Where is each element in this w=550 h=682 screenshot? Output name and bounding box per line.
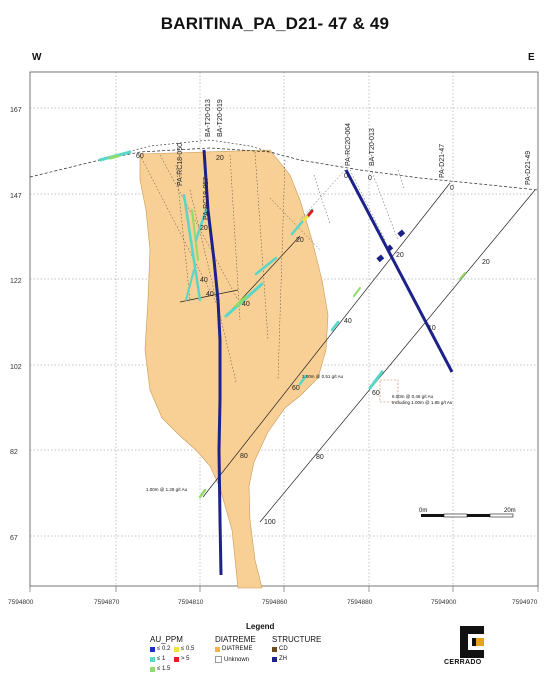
intercept-callout-box	[379, 379, 399, 403]
structure-zh-west	[202, 149, 223, 576]
faint-hole-traces	[139, 151, 405, 383]
hole-label: PA-RC18-057	[203, 177, 210, 220]
depth-label: 0	[450, 185, 454, 192]
legend-item: Unknown	[215, 656, 249, 663]
depth-label: 100	[264, 519, 276, 526]
hole-label: PA-D21-49	[525, 151, 532, 185]
legend-item: > 5	[174, 656, 190, 662]
legend-item: CD	[272, 646, 288, 652]
hole-label: PA-RC20-064	[345, 123, 352, 166]
easting-label: 7594880	[347, 599, 373, 606]
drill-hole-traces	[179, 182, 536, 523]
easting-label: 7594810	[178, 599, 204, 606]
scale-label-start: 0m	[419, 508, 427, 514]
hole-label: PA-RC18-050	[177, 143, 184, 186]
hole-label: BA-T20-013	[369, 128, 376, 166]
easting-ticks	[29, 586, 539, 592]
intercept-label: 6.00m @ 0.46 g/t Au	[392, 394, 434, 399]
structure-zh-east	[344, 169, 454, 373]
grid-horizontal	[30, 107, 538, 537]
depth-label: 80	[240, 453, 248, 460]
easting-label: 7594900	[431, 599, 457, 606]
scale-bar	[421, 513, 514, 518]
legend-item: ≤ 0.5	[174, 646, 194, 652]
legend-au-ppm-heading: AU_PPM	[150, 635, 183, 644]
depth-label: 40	[242, 301, 250, 308]
easting-label: 7594970	[512, 599, 538, 606]
depth-label: 40	[344, 318, 352, 325]
depth-label: 60	[136, 153, 144, 160]
depth-label: 0	[368, 175, 372, 182]
east-direction-label: E	[528, 52, 535, 63]
elevation-label: 82	[10, 449, 18, 456]
depth-label: 20	[296, 237, 304, 244]
elevation-label: 102	[10, 364, 22, 371]
diatreme-body	[139, 149, 329, 589]
scale-label-end: 20m	[504, 508, 516, 514]
intercept-label: Including 1.00m @ 1.85 g/t Au	[392, 400, 453, 405]
legend-item: DIATREME	[215, 646, 253, 652]
legend-item: ZH	[272, 656, 287, 662]
section-title: BARITINA_PA_D21- 47 & 49	[160, 14, 390, 33]
elevation-label: 67	[10, 535, 18, 542]
depth-label: 60	[292, 385, 300, 392]
depth-label: 40	[206, 291, 214, 298]
hole-pa-d21-47-trace	[202, 182, 451, 498]
cerrado-logo-icon	[460, 626, 484, 658]
legend-item: ≤ 1	[150, 656, 165, 662]
easting-label: 7594800	[8, 599, 34, 606]
elevation-label: 167	[10, 107, 22, 114]
legend-diatreme-heading: DIATREME	[215, 635, 256, 644]
depth-label: 20	[216, 155, 224, 162]
depth-label: 0	[344, 173, 348, 180]
easting-label: 7594870	[94, 599, 120, 606]
depth-label: 20	[396, 252, 404, 259]
hole-pa-d21-49-trace	[259, 189, 536, 523]
elevation-label: 147	[10, 193, 22, 200]
depth-label: 40	[200, 277, 208, 284]
depth-label: 20	[200, 225, 208, 232]
topography-line-upper	[97, 139, 271, 161]
intercept-label: 3.00m @ 0.51 g/t Au	[302, 374, 344, 379]
legend-item: ≤ 0.2	[150, 646, 170, 652]
assay-intervals	[98, 150, 466, 499]
legend-title: Legend	[246, 622, 275, 631]
intercept-label: 1.00m @ 1.28 g/t Au	[146, 487, 188, 492]
elevation-label: 122	[10, 278, 22, 285]
easting-label: 7594860	[262, 599, 288, 606]
hole-label: BA-T20-019	[217, 99, 224, 137]
depth-label: 10	[428, 325, 436, 332]
cerrado-logo-text: CERRADO	[444, 659, 482, 666]
legend-structure-heading: STRUCTURE	[272, 635, 322, 644]
depth-label: 20	[482, 259, 490, 266]
depth-label: 80	[316, 454, 324, 461]
structure-markers	[376, 229, 406, 263]
legend-item: ≤ 1.5	[150, 666, 170, 672]
depth-label: 60	[372, 390, 380, 397]
hole-label: PA-D21-47	[439, 144, 446, 178]
hole-label: BA-T20-013	[205, 99, 212, 137]
west-direction-label: W	[32, 52, 42, 63]
